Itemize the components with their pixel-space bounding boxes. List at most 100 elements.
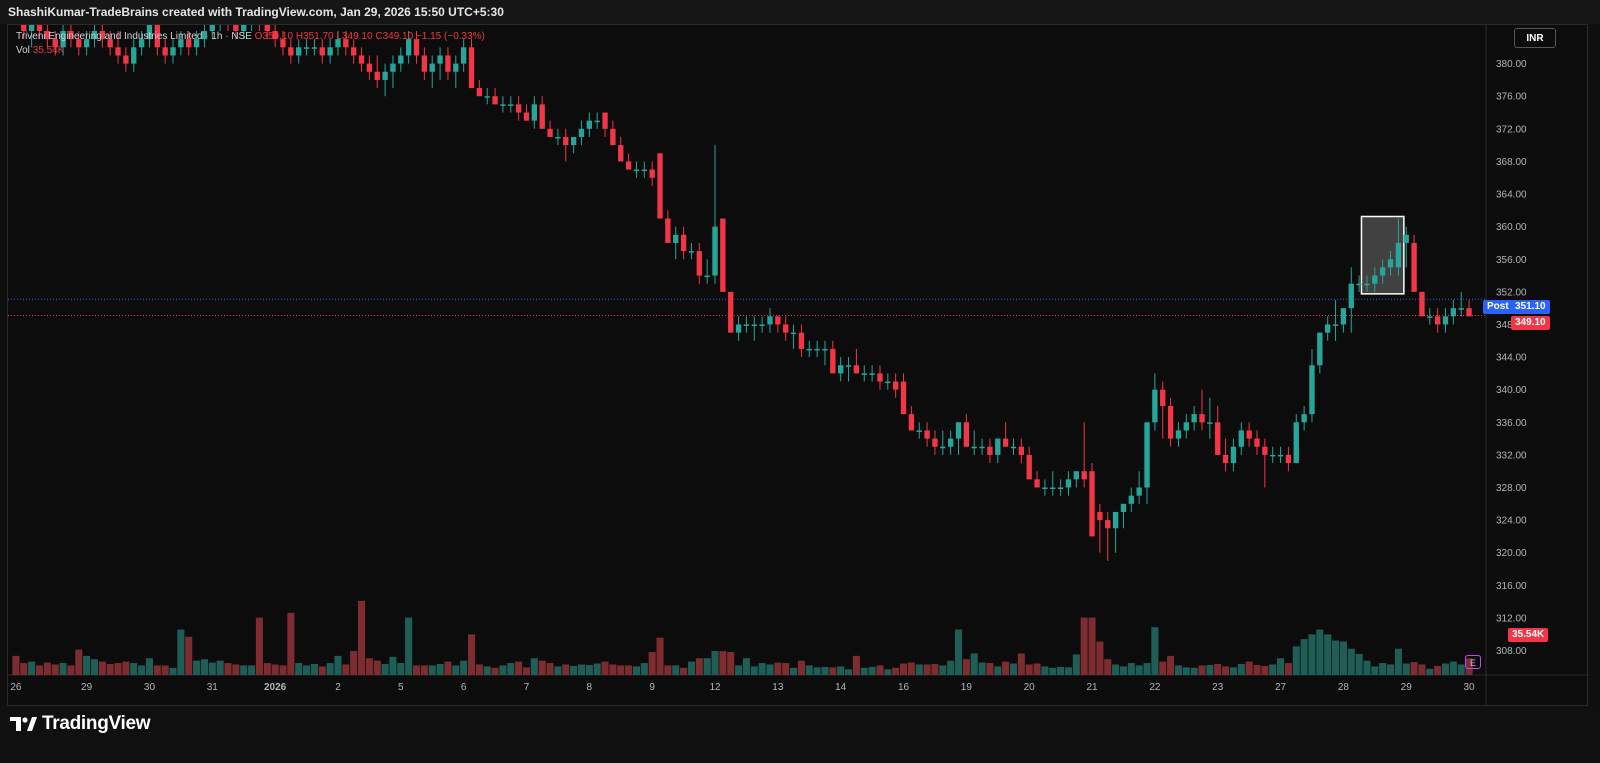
volume-bar — [491, 667, 499, 675]
candle-body — [900, 381, 907, 415]
volume-bar — [208, 662, 216, 675]
candle-body — [1325, 324, 1331, 333]
volume-bar — [248, 665, 256, 675]
chart-panel[interactable]: 308.00 312.00 316.00 320.00 324.00 328.00 332.… — [7, 24, 1589, 707]
candle-body — [437, 55, 443, 64]
volume-bar — [766, 664, 774, 675]
volume-bar — [829, 667, 837, 675]
price-chart[interactable]: 308.00 312.00 316.00 320.00 324.00 328.00 332.… — [8, 25, 1589, 707]
volume-bar — [1041, 666, 1049, 675]
volume-bar — [805, 665, 813, 675]
candle-body — [288, 47, 294, 56]
price-axis-tick-label: 312.00 — [1496, 613, 1527, 624]
volume-bar — [994, 666, 1002, 675]
price-axis-tick-label: 344.00 — [1496, 353, 1527, 364]
price-axis-tick-label: 336.00 — [1496, 418, 1527, 429]
candle-body — [680, 234, 687, 252]
price-axis-tick-label: 308.00 — [1496, 646, 1527, 657]
candle-body — [351, 47, 357, 56]
candle-body — [1112, 511, 1119, 529]
candle-body — [570, 136, 577, 146]
volume-bar — [35, 665, 44, 675]
candle-body — [484, 96, 490, 98]
volume-bar — [680, 667, 688, 675]
volume-bar — [224, 663, 232, 675]
volume-bar — [43, 662, 51, 675]
volume-bar — [114, 663, 122, 675]
volume-bar — [1410, 662, 1418, 675]
volume-bar — [1080, 617, 1088, 675]
volume-bar — [310, 663, 318, 675]
earnings-event-badge[interactable]: E — [1465, 655, 1481, 669]
volume-bar — [1025, 664, 1033, 675]
volume-bar — [420, 665, 428, 675]
candle-body — [1073, 471, 1080, 480]
interval-label[interactable]: 1h — [211, 31, 223, 42]
volume-bar — [1465, 658, 1473, 675]
candle-body — [751, 324, 757, 326]
last-price-label: 349.10 — [1511, 316, 1550, 330]
candle-body — [673, 234, 679, 243]
candle-body — [563, 136, 569, 146]
candle-body — [633, 169, 640, 172]
time-axis-tick-label: 29 — [1401, 682, 1413, 693]
volume-bar — [28, 661, 36, 675]
candle-body — [885, 381, 891, 384]
volume-bar — [1347, 648, 1355, 675]
candle-body — [1403, 234, 1409, 243]
volume-bar — [59, 663, 67, 675]
volume-bar — [1363, 660, 1371, 675]
candle-body — [649, 169, 655, 178]
volume-bar — [1308, 634, 1316, 675]
volume-bar — [216, 660, 224, 675]
volume-bar — [962, 659, 970, 675]
candle-body — [146, 25, 153, 40]
volume-bar — [1324, 634, 1332, 675]
volume-bar — [892, 667, 900, 675]
volume-bar — [515, 661, 523, 675]
volume-bar — [75, 649, 83, 675]
volume-bar — [287, 612, 295, 675]
volume-bar — [475, 664, 483, 675]
currency-button[interactable]: INR — [1514, 28, 1556, 48]
volume-bar — [350, 651, 358, 675]
candle-body — [201, 31, 208, 40]
volume-bar — [593, 663, 601, 675]
candle-body — [1167, 405, 1174, 439]
price-axis-tick-label: 380.00 — [1496, 59, 1527, 70]
candle-body — [508, 104, 514, 106]
candle-body — [358, 55, 365, 64]
candle-body — [963, 422, 970, 447]
candle-body — [99, 31, 106, 40]
candle-body — [335, 39, 341, 48]
candle-body — [712, 226, 718, 276]
chart-legend: Triveni Engineering and Industries Limit… — [16, 31, 485, 56]
volume-bar — [1088, 617, 1096, 675]
candle-body — [1144, 422, 1150, 488]
time-axis-tick-label: 2026 — [264, 682, 287, 693]
candle-body — [1356, 283, 1362, 286]
volume-bar — [1229, 667, 1237, 675]
time-axis-tick-label: 8 — [587, 682, 593, 693]
price-axis-tick-label: 376.00 — [1496, 92, 1527, 103]
time-axis-tick-label: 23 — [1212, 682, 1224, 693]
tradingview-logo[interactable]: TradingView — [10, 712, 151, 736]
candle-body — [131, 47, 137, 64]
volume-bar — [931, 663, 939, 675]
candle-body — [1301, 414, 1307, 423]
candle-body — [1411, 242, 1417, 292]
candle-body — [233, 25, 239, 31]
candle-body — [971, 446, 977, 449]
candle-body — [947, 438, 954, 447]
candle-body — [1332, 324, 1339, 326]
candle-body — [296, 47, 302, 56]
volume-bar — [153, 665, 161, 675]
volume-bar — [122, 661, 130, 675]
volume-bar — [585, 664, 593, 675]
candle-body — [413, 39, 420, 56]
symbol-name[interactable]: Triveni Engineering and Industries Limit… — [16, 31, 203, 42]
candle-body — [405, 39, 412, 56]
candle-body — [932, 438, 938, 447]
candle-body — [1120, 503, 1127, 512]
candle-body — [877, 373, 883, 382]
